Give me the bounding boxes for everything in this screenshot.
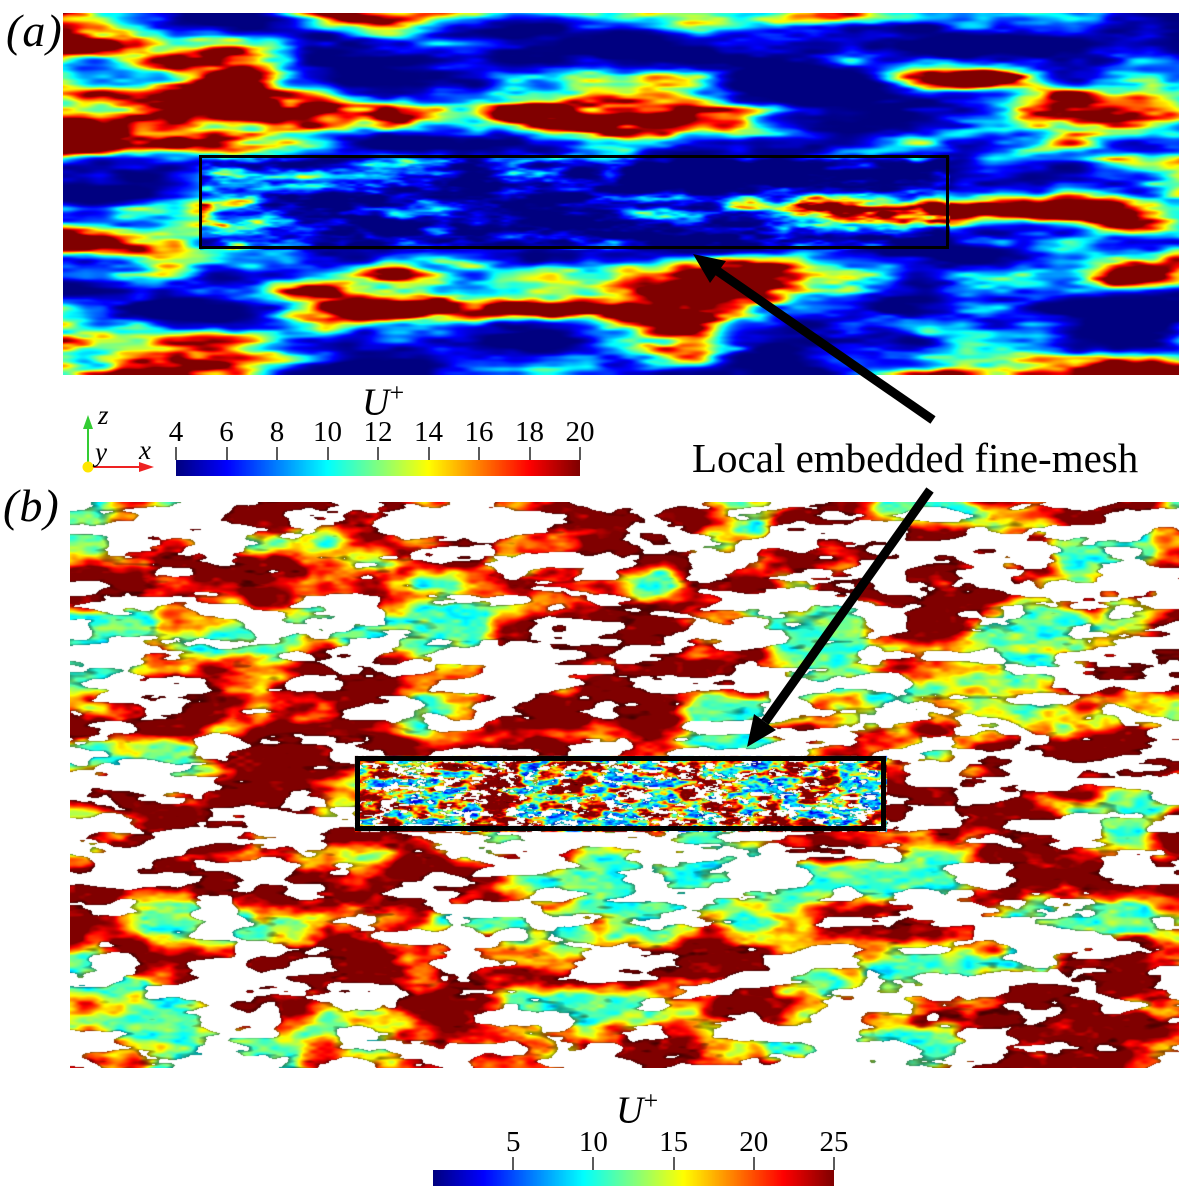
colorbar-tick-label: 25 [819, 1126, 849, 1158]
colorbar-tick-mark [833, 1157, 835, 1170]
colorbar-b-title: U+ [616, 1086, 658, 1133]
colorbar-tick-mark [175, 447, 177, 460]
axes-triad: z y x [82, 400, 154, 473]
colorbar-tick-mark [512, 1157, 515, 1170]
colorbar-tick-mark [752, 1157, 755, 1170]
colorbar-b-title-symbol: U [616, 1089, 644, 1132]
colorbar-a-tick-marks [175, 447, 581, 460]
colorbar-a-tick-labels: 4 6 8 10 12 14 16 18 20 [169, 416, 595, 448]
colorbar-tick-mark [377, 447, 379, 460]
colorbar-tick-mark [225, 447, 228, 460]
panel-b-label: (b) [3, 480, 60, 531]
panel-a-label: (a) [6, 5, 63, 56]
colorbar-tick-label: 16 [464, 416, 494, 448]
colorbar-tick-mark [427, 447, 430, 460]
y-axis-label: y [92, 437, 107, 467]
z-axis-arrowhead-icon [83, 415, 93, 429]
x-axis-arrowhead-icon [139, 462, 154, 472]
colorbar-a-title-symbol: U [362, 381, 390, 424]
colorbar-b-title-superscript: + [643, 1086, 659, 1115]
colorbar-tick-label: 12 [363, 416, 393, 448]
colorbar-b-tick-marks [433, 1157, 835, 1170]
colorbar-b: 5 10 15 20 25 [433, 1126, 849, 1186]
colorbar-a-title: U+ [362, 378, 404, 425]
colorbar-b-tick-labels: 5 10 15 20 25 [433, 1126, 849, 1158]
fine-mesh-annotation: Local embedded fine-mesh [692, 435, 1139, 481]
x-axis-label: x [138, 435, 151, 465]
colorbar-tick-mark [528, 447, 531, 460]
colorbar-tick-mark [579, 447, 581, 460]
colorbar-tick-label: 20 [739, 1126, 769, 1158]
panel-b-isosurface-view [70, 502, 1179, 1068]
colorbar-tick-mark [672, 1157, 675, 1170]
colorbar-tick-label: 14 [414, 416, 443, 448]
colorbar-tick-label: 10 [578, 1126, 608, 1158]
colorbar-b-gradient [433, 1170, 834, 1186]
colorbar-tick-mark [592, 1157, 595, 1170]
panel-a-velocity-contour [63, 13, 1179, 375]
colorbar-a-title-superscript: + [389, 378, 405, 407]
colorbar-tick-mark [326, 447, 329, 460]
colorbar-tick-label: 5 [505, 1126, 521, 1158]
colorbar-tick-label: 18 [515, 416, 544, 448]
y-axis-origin-dot-icon [82, 461, 94, 473]
colorbar-tick-mark [478, 447, 480, 460]
panel-a-fine-mesh-outline [199, 155, 949, 249]
colorbar-tick-label: 6 [219, 416, 234, 448]
colorbar-a: 4 6 8 10 12 14 16 18 20 [169, 416, 595, 476]
colorbar-tick-label: 15 [659, 1126, 689, 1158]
colorbar-tick-label: 20 [565, 416, 595, 448]
colorbar-tick-label: 10 [313, 416, 342, 448]
colorbar-tick-label: 8 [269, 416, 285, 448]
colorbar-tick-mark [276, 447, 278, 460]
colorbar-a-gradient [176, 460, 580, 476]
panel-b-fine-mesh-outline [355, 756, 886, 831]
colorbar-tick-label: 4 [168, 416, 184, 448]
z-axis-label: z [97, 400, 109, 430]
